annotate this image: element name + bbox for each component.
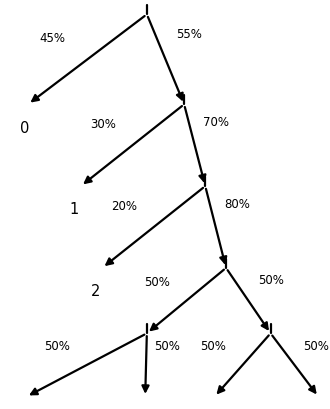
Text: 70%: 70% — [203, 116, 229, 129]
Text: 0: 0 — [20, 121, 29, 136]
Text: 20%: 20% — [111, 200, 137, 213]
Text: 50%: 50% — [258, 274, 284, 287]
Text: 2: 2 — [91, 284, 100, 299]
Text: 30%: 30% — [90, 118, 116, 131]
Text: 50%: 50% — [144, 276, 170, 289]
Text: 45%: 45% — [40, 32, 66, 45]
Text: 50%: 50% — [303, 340, 329, 353]
Text: 80%: 80% — [224, 198, 250, 211]
Text: 1: 1 — [70, 202, 79, 218]
Text: 50%: 50% — [154, 340, 181, 353]
Text: 55%: 55% — [176, 28, 202, 41]
Text: 50%: 50% — [200, 340, 226, 353]
Text: 50%: 50% — [44, 340, 70, 353]
